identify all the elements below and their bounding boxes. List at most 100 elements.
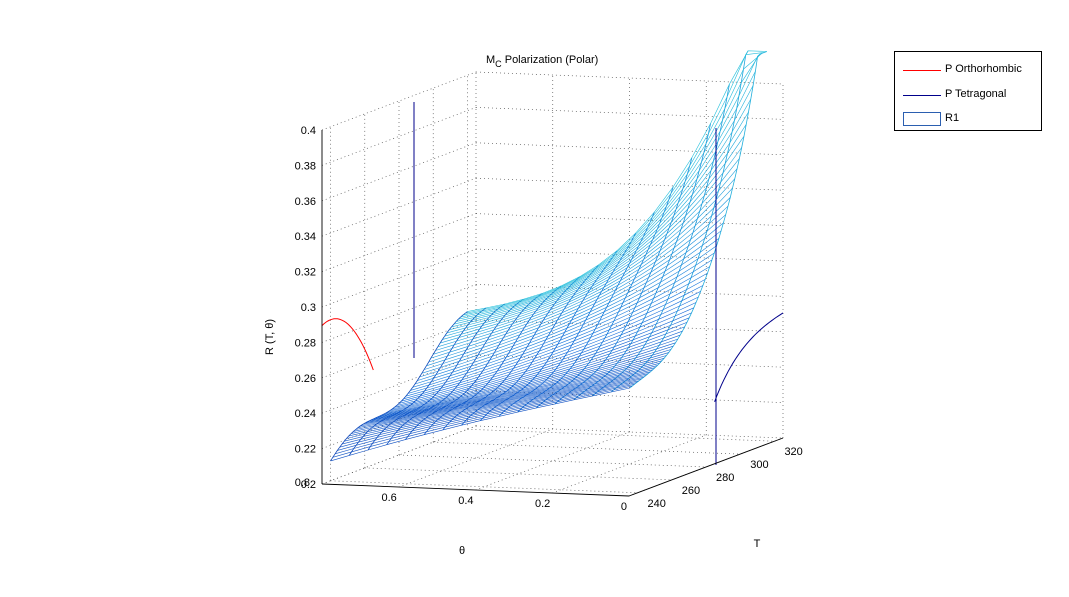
- z-axis-label: R (T, θ): [264, 319, 276, 355]
- theta-tick-label: 0: [621, 501, 627, 513]
- surface-column-line: [348, 373, 649, 437]
- surface-column-line: [371, 349, 671, 420]
- surface-column-line: [440, 158, 740, 344]
- gridline-z-rightwall: [475, 425, 784, 439]
- title-main: M: [486, 54, 495, 66]
- surface-column-line: [437, 168, 738, 348]
- surface-row-line: [629, 51, 767, 389]
- legend-item-orthorhombic: P Orthorhombic: [895, 60, 1041, 80]
- surface-column-line: [360, 363, 660, 427]
- z-tick-label: 0.32: [295, 267, 316, 279]
- theta-tick-label: 0.2: [535, 498, 550, 510]
- y-axis-label: θ: [459, 545, 465, 557]
- surface-column-line: [330, 387, 630, 462]
- legend: P Orthorhombic P Tetragonal R1: [894, 51, 1042, 131]
- z-tick-label: 0.24: [295, 408, 316, 420]
- z-tick-label: 0.4: [301, 125, 316, 137]
- surface-column-line: [460, 53, 761, 318]
- title-rest: Polarization (Polar): [502, 54, 599, 66]
- surface-column-line: [346, 375, 646, 439]
- gridline-z-rightwall: [475, 248, 784, 262]
- surface-column-line: [428, 205, 729, 363]
- theta-tick-label: 0.4: [458, 495, 473, 507]
- surface-column-line: [403, 285, 704, 400]
- surface-column-line: [364, 358, 665, 424]
- legend-item-tetragonal: P Tetragonal: [895, 85, 1041, 105]
- surface-column-line: [344, 377, 644, 442]
- surface-column-line: [357, 365, 658, 428]
- theta-axis-line: [321, 483, 630, 497]
- legend-label-r1: R1: [945, 112, 960, 124]
- t-tick-label: 280: [716, 472, 734, 484]
- surface-column-line: [398, 296, 699, 404]
- surface-column-line: [458, 56, 758, 320]
- surface-column-line: [367, 355, 667, 423]
- surface-column-line: [419, 238, 720, 378]
- surface-column-line: [462, 52, 763, 316]
- surface-column-line: [396, 302, 697, 406]
- gridline-z-rightwall: [475, 319, 784, 333]
- legend-swatch-r1: [903, 112, 941, 126]
- surface-column-line: [335, 384, 635, 455]
- surface-column-line: [417, 245, 717, 381]
- gridline-t-floor: [433, 441, 741, 455]
- legend-item-r1: R1: [895, 109, 1041, 129]
- t-tick-label: 240: [648, 498, 666, 510]
- gridline-theta-floor: [475, 431, 630, 491]
- surface-column-line: [355, 367, 656, 430]
- surface-column-line: [369, 352, 669, 422]
- z-tick-label: 0.38: [295, 160, 316, 172]
- surface-column-line: [405, 279, 706, 397]
- surface-row-line: [348, 307, 487, 456]
- z-tick-label: 0.22: [295, 444, 316, 456]
- surface-column-line: [389, 317, 690, 411]
- series-lines: [321, 102, 784, 465]
- surface-column-line: [337, 382, 637, 451]
- tick-labels: 0.2 0.22 0.24 0.26 0.28 0.3 0.32 0.34 0.36 0.38 0.…: [295, 125, 803, 513]
- gridline-t-floor: [398, 454, 707, 468]
- surface-column-line: [382, 330, 683, 415]
- surface-column-line: [430, 197, 731, 359]
- surface-column-line: [378, 338, 678, 417]
- z-tick-label: 0.2: [301, 479, 316, 491]
- t-tick-label: 320: [784, 446, 802, 458]
- legend-label-orthorhombic: P Orthorhombic: [945, 63, 1022, 75]
- t-tick-label: 300: [750, 459, 768, 471]
- surface-column-line: [332, 385, 633, 458]
- surface-column-line: [341, 378, 642, 445]
- surface-column-line: [401, 291, 701, 402]
- surface-column-line: [444, 136, 745, 337]
- surface-row-line: [367, 303, 506, 451]
- legend-label-tetragonal: P Tetragonal: [945, 88, 1007, 100]
- z-tick-label: 0.26: [295, 373, 316, 385]
- gridline-z-leftwall: [321, 142, 477, 202]
- theta-tick-label: 0.8: [295, 477, 310, 489]
- surface-column-line: [339, 380, 640, 448]
- surface-column-line: [376, 342, 676, 418]
- surface-column-line: [451, 98, 752, 328]
- legend-swatch-orthorhombic: [903, 70, 941, 71]
- gridline-t-floor: [364, 467, 672, 481]
- surface-mesh: [330, 50, 767, 462]
- surface-column-line: [453, 85, 754, 325]
- surface-column-line: [442, 147, 742, 340]
- gridline-z-rightwall: [475, 284, 784, 297]
- surface-column-line: [408, 272, 708, 394]
- legend-swatch-tetragonal: [903, 95, 941, 96]
- surface-column-line: [380, 334, 681, 416]
- gridline-z-rightwall: [475, 213, 784, 226]
- orthorhombic-line: [321, 318, 374, 371]
- surface-column-line: [410, 266, 710, 391]
- t-tick-label: 260: [682, 485, 700, 497]
- surface-column-line: [433, 187, 733, 355]
- gridline-z-rightwall: [475, 390, 784, 403]
- surface-column-line: [446, 124, 747, 334]
- surface-column-line: [353, 369, 653, 432]
- gridline-z-rightwall: [475, 71, 784, 85]
- z-tick-label: 0.28: [295, 337, 316, 349]
- z-tick-label: 0.36: [295, 196, 316, 208]
- surface-column-line: [467, 50, 767, 312]
- gridline-z-rightwall: [475, 142, 784, 156]
- gridline-z-leftwall: [321, 107, 477, 166]
